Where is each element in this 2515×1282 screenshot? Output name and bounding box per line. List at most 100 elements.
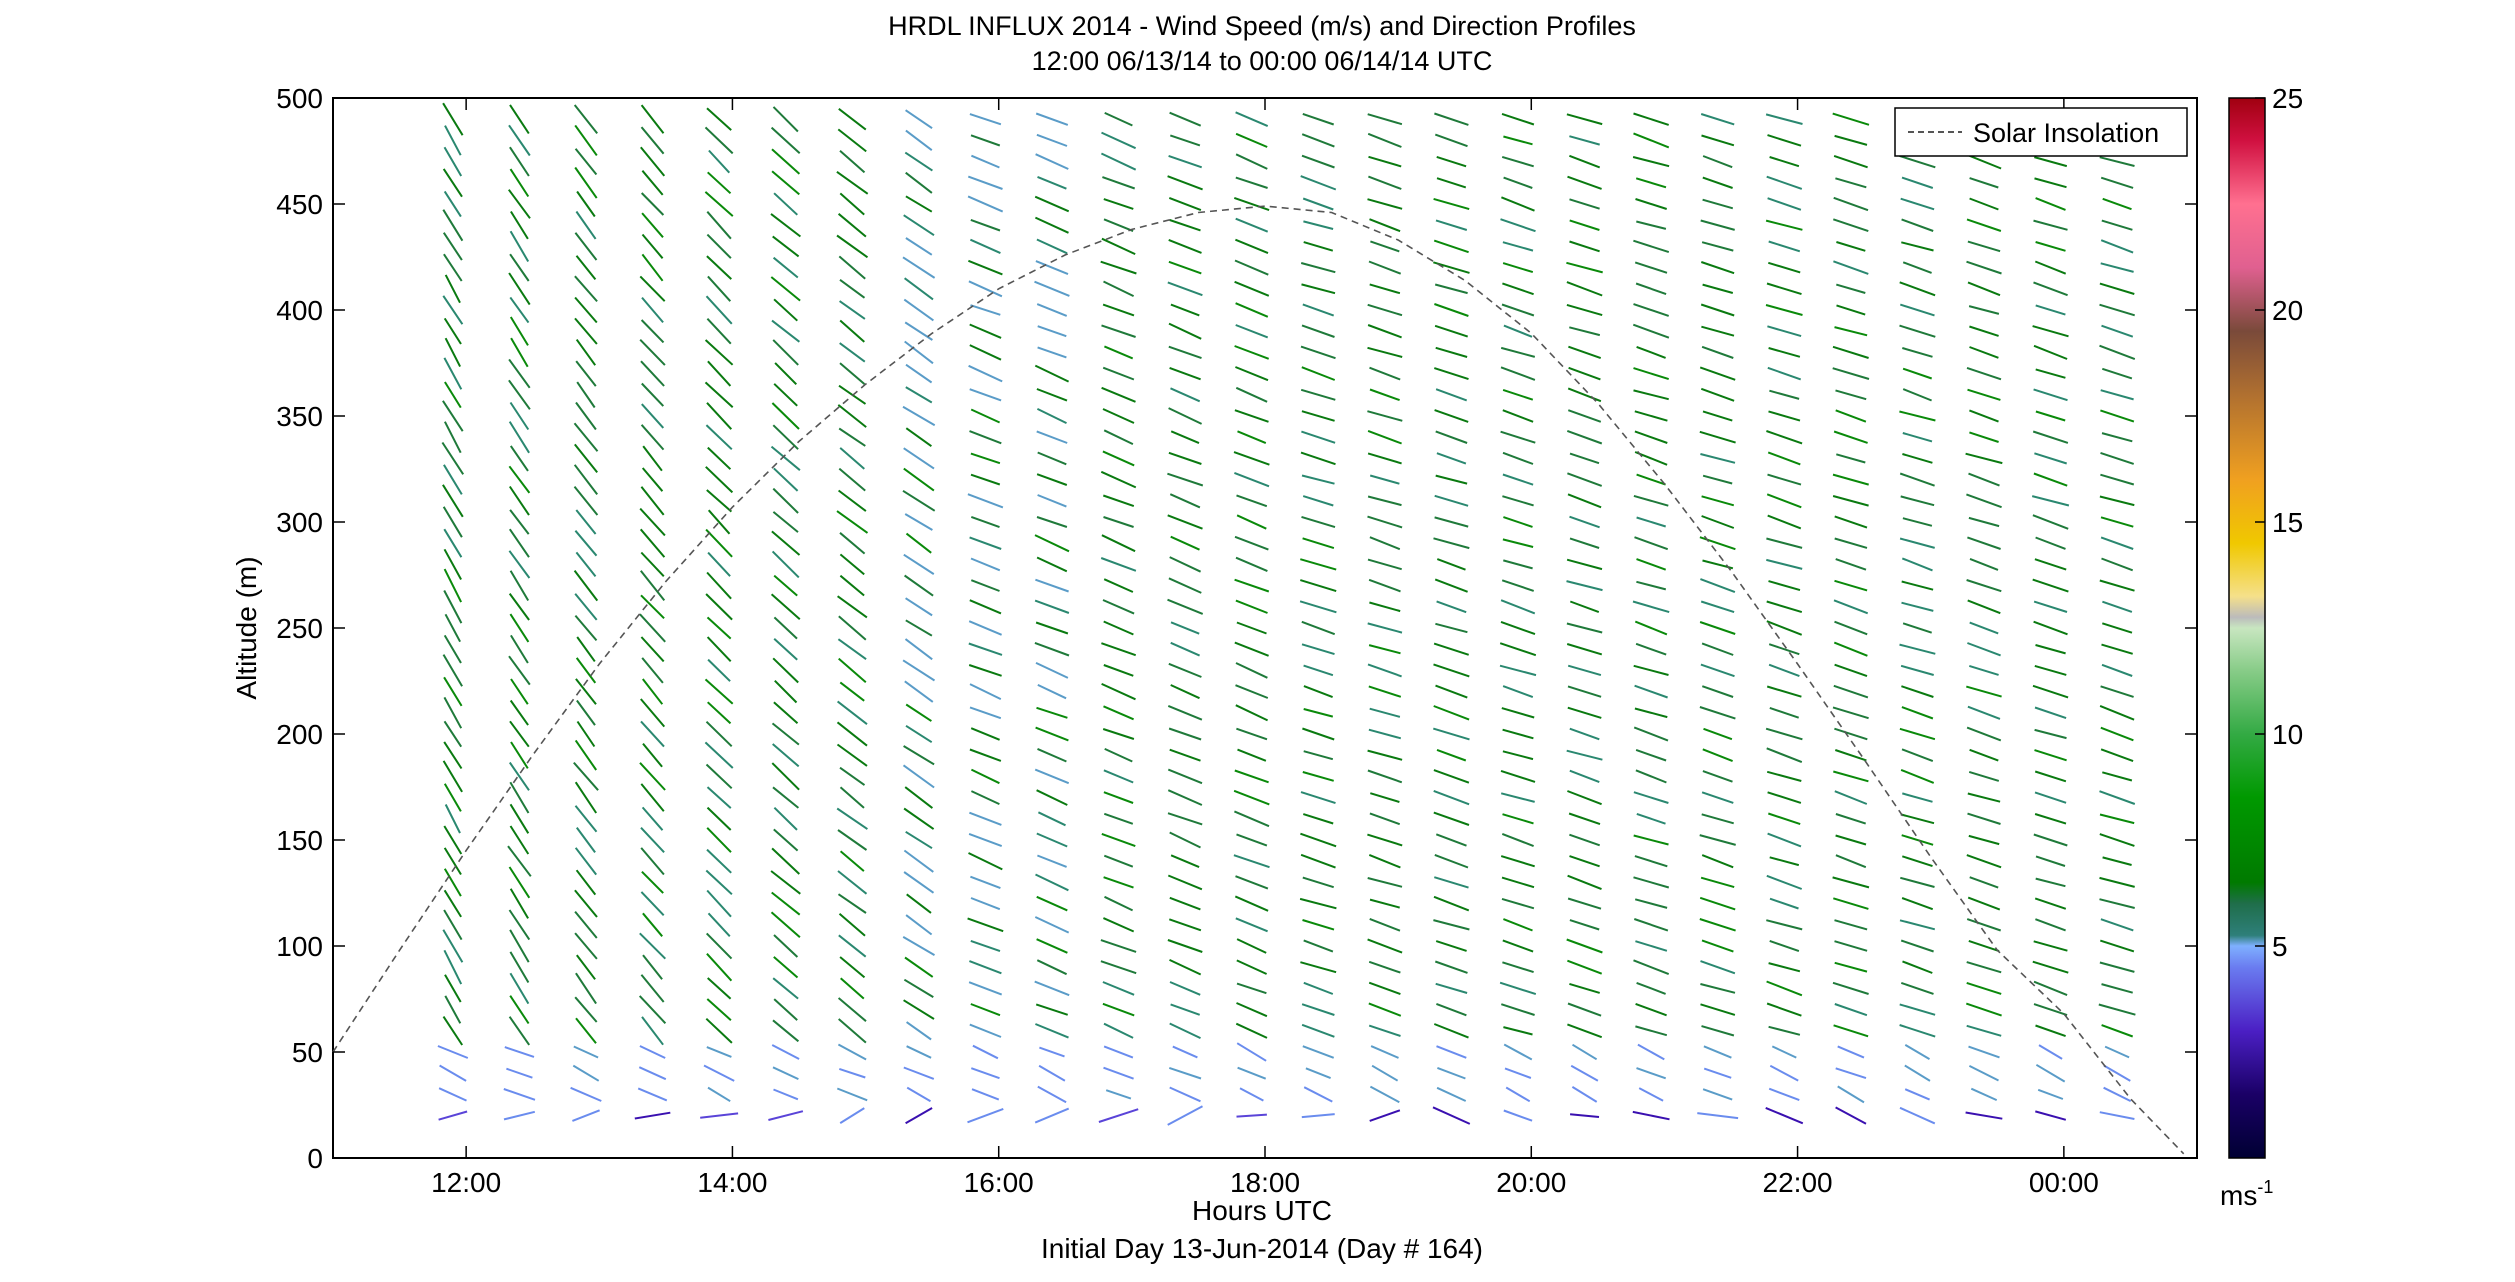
wind-vector [1769,1064,1799,1082]
wind-vector [641,296,664,324]
wind-vector [1902,367,1933,380]
wind-vector [1371,1064,1399,1082]
wind-vector [969,344,1002,361]
wind-vector [1435,833,1467,847]
wind-vector [1235,556,1268,573]
wind-vector [1635,769,1667,784]
wind-vector [2033,600,2068,613]
wind-vector [836,170,869,195]
wind-vector [770,276,801,302]
wind-vector [443,357,463,390]
wind-vector [1567,1002,1602,1017]
x-tick-label: 22:00 [1763,1167,1833,1198]
wind-vector [1436,1045,1467,1059]
wind-vector [1833,1024,1869,1038]
wind-vector [839,278,866,299]
wind-vector [1036,789,1068,806]
wind-vector [1832,112,1870,126]
wind-vector [1103,854,1134,868]
wind-vector [1103,578,1134,593]
wind-vector [1633,834,1669,846]
wind-vector [1503,135,1533,146]
wind-vector [772,511,799,533]
wind-vector [2100,536,2134,550]
wind-vector [772,1066,799,1081]
wind-vector [1501,112,1535,126]
wind-vector [1234,578,1270,593]
wind-vector [904,786,934,809]
wind-vector [969,536,1002,550]
wind-vector [1570,1064,1599,1082]
y-tick-label: 150 [276,825,323,856]
wind-vector [904,321,933,341]
wind-vector [1902,517,1933,527]
wind-vector [1434,324,1469,338]
wind-vector [1234,409,1269,423]
wind-vector [1635,1025,1668,1037]
wind-vector [509,570,530,602]
wind-vector [2035,368,2066,379]
wind-vector [1235,599,1268,614]
wind-vector [1968,305,2000,315]
wind-vector [639,762,666,791]
wind-vector [1635,940,1668,952]
wind-vector [1034,641,1070,657]
wind-vector [903,553,935,575]
wind-vector [1634,855,1668,868]
wind-vector [1433,811,1470,826]
wind-vector [1235,153,1268,170]
wind-vector [1700,303,1735,317]
wind-vector [1104,345,1134,360]
wind-vector [1834,1003,1868,1017]
wind-vector [773,637,798,661]
wind-vector [1102,917,1135,933]
wind-vector [1235,875,1269,890]
wind-vector [1168,322,1202,340]
wind-vector [1036,516,1068,528]
wind-vector [1834,961,1868,973]
wind-vector [642,954,663,980]
wind-vector [509,146,530,177]
wind-vector [1434,578,1468,593]
wind-vector [1170,387,1201,403]
wind-vector [1835,177,1867,189]
wind-vector [573,422,599,452]
wind-vector [1702,176,1733,189]
x-tick-label: 00:00 [2029,1167,2099,1198]
wind-vector [707,509,731,535]
wind-vector [1702,198,1734,210]
wind-vector [639,613,666,643]
wind-vector [2101,557,2134,572]
wind-vector [1634,620,1668,636]
wind-vector [1901,706,1934,720]
wind-vector [968,259,1003,276]
wind-vector [967,195,1004,213]
wind-vector [1167,874,1203,891]
wind-vector [2098,1003,2136,1016]
wind-vector [1235,662,1268,679]
wind-vector [1904,1064,1931,1082]
colorbar-tick-label: 15 [2272,507,2303,538]
wind-vector [444,995,462,1024]
wind-vector [1169,134,1201,147]
wind-vector [1369,1085,1400,1104]
wind-vector [1168,238,1202,254]
wind-vector [772,424,799,450]
wind-vector [1969,621,1999,635]
wind-vector [1167,598,1204,615]
wind-vector [1503,1026,1533,1036]
wind-vector [443,464,463,495]
wind-vector [705,932,733,960]
wind-vector [771,170,800,196]
wind-vector [1103,516,1134,528]
wind-vector [1369,536,1401,551]
wind-vector [1567,706,1602,719]
wind-vector [1766,770,1802,782]
wind-vector [2100,516,2134,528]
wind-vector [1834,663,1868,678]
wind-vector [1569,982,1600,994]
wind-vector [1902,261,1932,274]
wind-vector [2033,1003,2068,1017]
legend-entry-solar: Solar Insolation [1973,118,2159,148]
y-tick-label: 300 [276,507,323,538]
